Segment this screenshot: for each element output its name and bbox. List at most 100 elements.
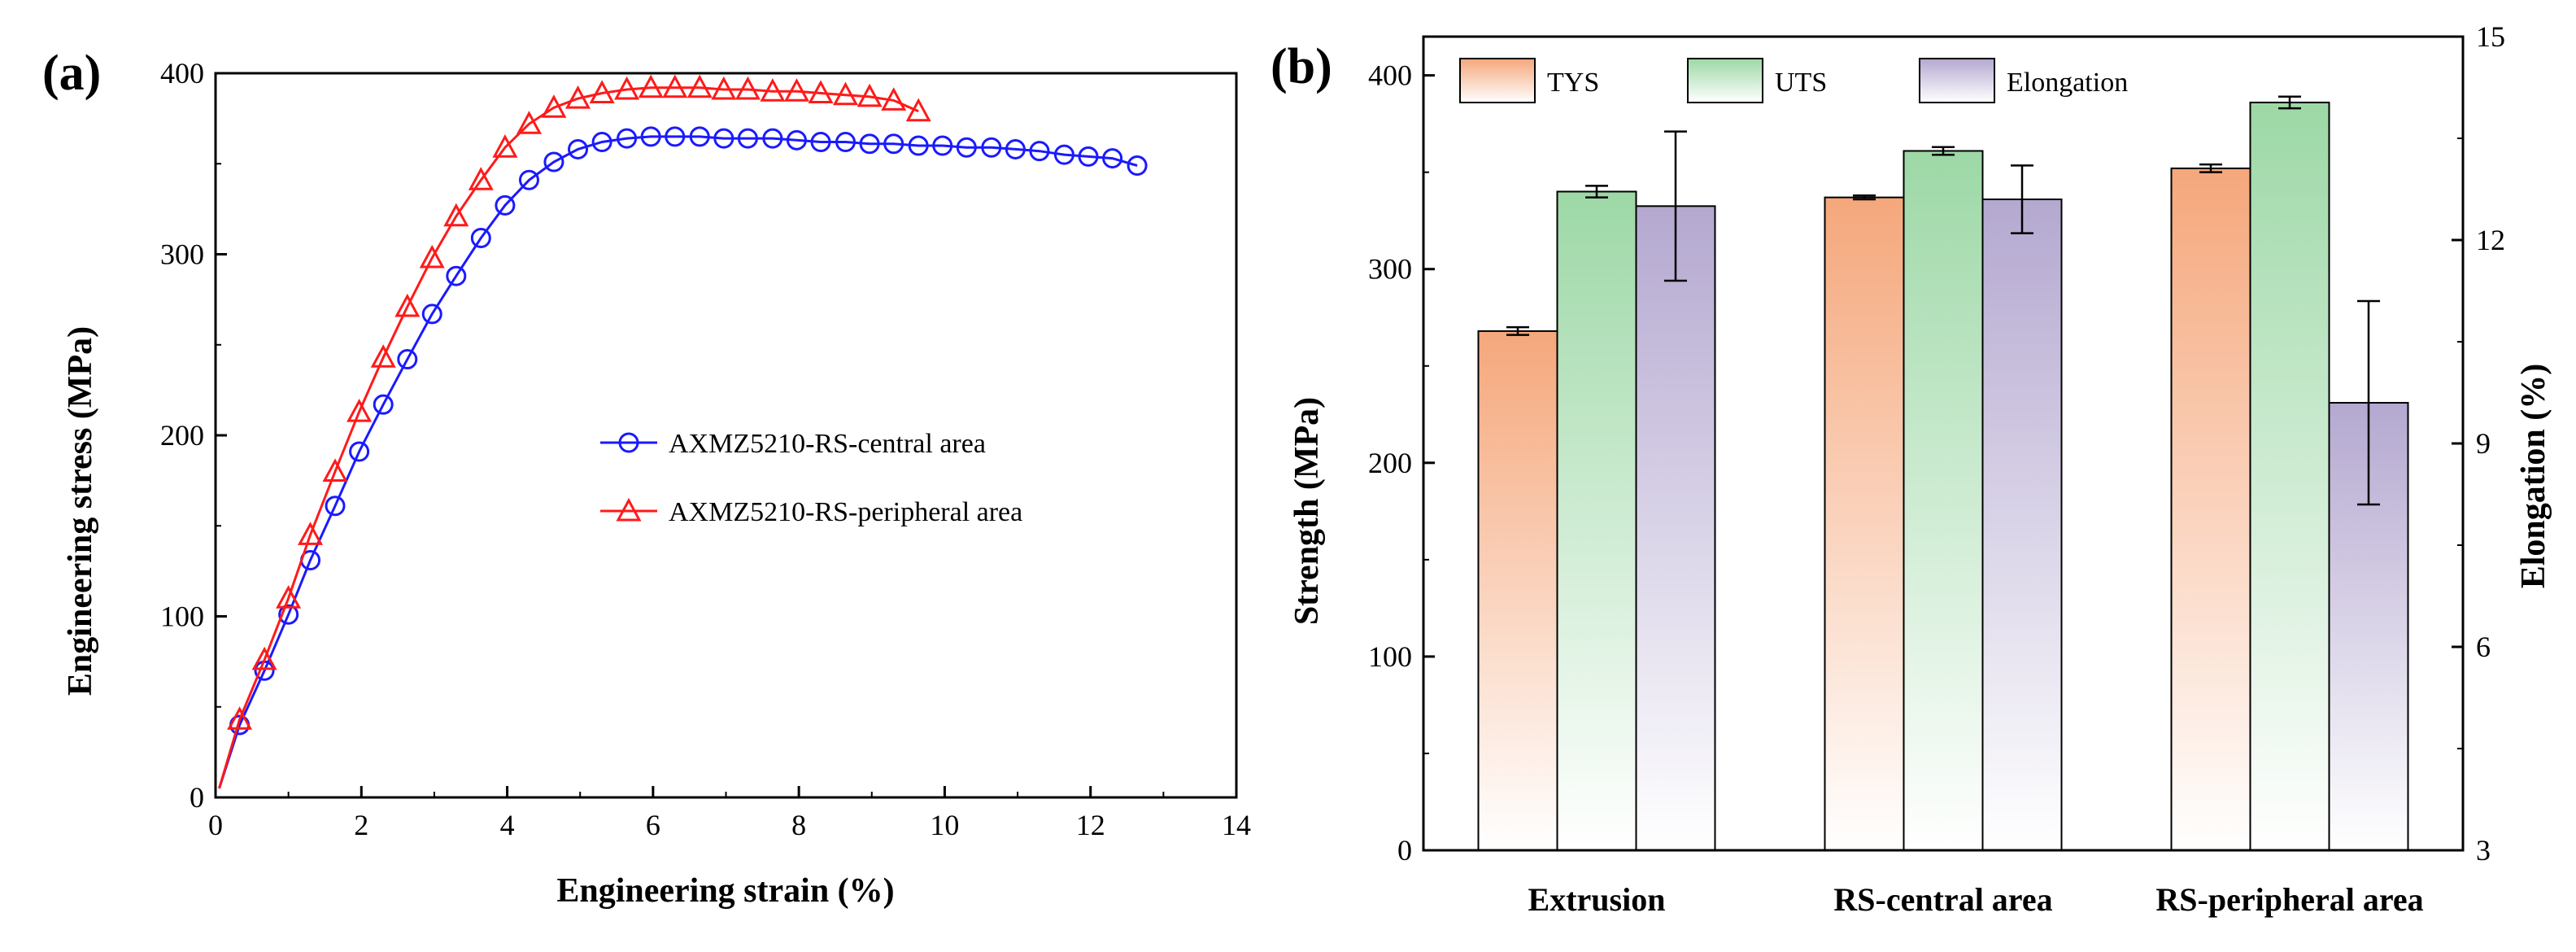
- panel-a-x-tick-label: 2: [354, 809, 368, 841]
- series-peripheral-point: [881, 87, 907, 111]
- series-central-point: [689, 126, 710, 147]
- category-label: RS-peripheral area: [2155, 881, 2423, 918]
- panel-a-x-ticks: 0 2 4 6 8 10 12 14: [208, 786, 1251, 841]
- series-peripheral-point: [443, 203, 469, 227]
- series-peripheral-point: [905, 98, 931, 122]
- bar-uts: [1556, 190, 1637, 851]
- panel-a-x-tick-label: 14: [1222, 809, 1251, 841]
- legend-tys-label: TYS: [1547, 68, 1599, 98]
- series-central-point: [397, 349, 418, 370]
- series-peripheral-line: [218, 86, 919, 789]
- panel-a-label: (a): [42, 46, 101, 101]
- bar-elongation: [1635, 205, 1716, 852]
- series-central-point: [640, 126, 661, 147]
- series-peripheral-point: [662, 74, 688, 98]
- panel-b-label: (b): [1271, 39, 1332, 94]
- panel-b-left-tick-label: 300: [1368, 253, 1412, 286]
- series-peripheral-point: [347, 398, 373, 422]
- panel-b-bars: [1477, 95, 2409, 852]
- panel-a-y-tick-label: 200: [160, 419, 204, 452]
- series-central-point: [495, 194, 516, 216]
- series-peripheral-point: [541, 94, 567, 118]
- series-peripheral-point: [734, 76, 761, 100]
- legend-peripheral-triangle-marker: [616, 497, 642, 522]
- panel-b-left-tick-label: 0: [1397, 834, 1412, 867]
- panel-a-x-axis-label: Engineering strain (%): [556, 872, 894, 910]
- series-central-point: [1029, 141, 1050, 162]
- panel-a-x-tick-label: 8: [791, 809, 806, 841]
- legend-item-central: AXMZ5210-RS-central area: [600, 429, 986, 459]
- series-central-point: [810, 132, 831, 153]
- panel-a-line-chart: (a) Engineering stress (MPa) Engineering…: [42, 46, 1251, 910]
- category-label: Extrusion: [1528, 881, 1666, 918]
- panel-b-left-ticks: 0 100 200 300 400: [1368, 59, 1435, 867]
- series-peripheral-point: [832, 81, 859, 106]
- panel-a-legend: AXMZ5210-RS-central area AXMZ5210-RS-per…: [600, 429, 1022, 527]
- panel-b-left-axis-label: Strength (MPa): [1288, 397, 1326, 625]
- series-peripheral-point: [276, 585, 302, 609]
- series-central-point: [859, 133, 880, 155]
- series-central-point: [1127, 155, 1148, 176]
- series-peripheral-point: [686, 74, 713, 98]
- series-peripheral-point: [711, 76, 737, 100]
- legend-item-elongation: Elongation: [1919, 58, 2128, 103]
- panel-a-x-tick-label: 0: [208, 809, 223, 841]
- panel-a-x-tick-label: 12: [1076, 809, 1105, 841]
- series-peripheral-point: [227, 706, 253, 730]
- series-peripheral-point: [370, 344, 396, 368]
- series-central-point: [421, 304, 442, 325]
- legend-uts-swatch: [1687, 58, 1763, 103]
- panel-b-left-tick-label: 200: [1368, 447, 1412, 479]
- series-central-point: [1078, 146, 1099, 167]
- series-peripheral-point: [783, 78, 810, 102]
- series-peripheral-point: [516, 111, 543, 134]
- series-peripheral-point: [760, 78, 786, 102]
- series-central-point: [373, 394, 394, 415]
- series-peripheral-point: [492, 134, 518, 158]
- bar-tys: [2170, 167, 2251, 851]
- panel-b-legend: TYS UTS Elongation: [1459, 58, 2128, 103]
- series-central-point: [908, 135, 929, 156]
- series-central-point: [762, 128, 783, 149]
- bar-uts: [1903, 150, 1984, 851]
- panel-a-y-tick-label: 0: [190, 781, 204, 814]
- panel-a-y-tick-label: 100: [160, 600, 204, 633]
- series-central-point: [543, 151, 564, 172]
- series-peripheral-point: [468, 167, 494, 190]
- series-peripheral-point: [614, 76, 640, 100]
- series-central-point: [713, 128, 734, 149]
- series-peripheral-point: [856, 83, 883, 107]
- series-central-point: [1053, 144, 1074, 165]
- series-central-point: [349, 441, 370, 462]
- bar-tys: [1824, 196, 1905, 852]
- series-central-point: [470, 227, 491, 248]
- panel-b-right-tick-label: 3: [2476, 834, 2491, 867]
- panel-b-right-tick-label: 9: [2476, 427, 2491, 460]
- category-label: RS-central area: [1833, 881, 2052, 918]
- series-peripheral-point: [638, 74, 664, 98]
- panel-b-right-ticks: 3 6 9 12 15: [2452, 20, 2505, 867]
- series-peripheral-point: [808, 80, 834, 103]
- series-central-point: [591, 132, 612, 153]
- series-central-point: [446, 265, 467, 286]
- series-central-line: [218, 135, 1138, 789]
- series-peripheral-point: [564, 85, 591, 109]
- legend-uts-label: UTS: [1775, 68, 1827, 98]
- series-peripheral-point: [322, 458, 348, 482]
- series-peripheral-point: [251, 646, 277, 670]
- panel-a-y-ticks: 0 100 200 300 400: [160, 57, 227, 814]
- series-central-point: [737, 128, 758, 149]
- legend-item-tys: TYS: [1459, 58, 1599, 103]
- series-central-point: [665, 126, 686, 147]
- panel-b-left-tick-label: 100: [1368, 640, 1412, 673]
- panel-a-y-tick-label: 300: [160, 238, 204, 271]
- panel-b-left-tick-label: 400: [1368, 59, 1412, 92]
- series-central-point: [278, 604, 299, 625]
- panel-a-x-tick-label: 4: [500, 809, 515, 841]
- panel-a-x-tick-label: 10: [930, 809, 959, 841]
- series-central-point: [981, 137, 1002, 158]
- series-central-point: [617, 128, 638, 149]
- bar-tys: [1477, 330, 1558, 851]
- series-central-point: [325, 496, 346, 517]
